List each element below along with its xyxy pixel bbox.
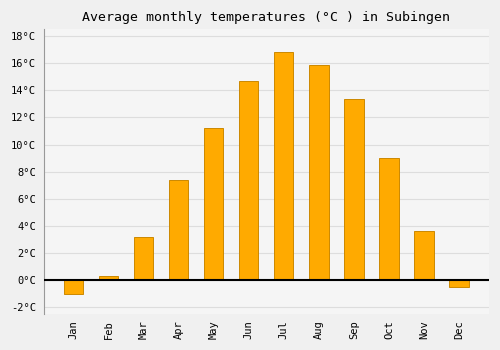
Bar <box>169 180 188 280</box>
Bar <box>134 237 154 280</box>
Bar <box>99 276 118 280</box>
Bar <box>309 65 328 280</box>
Bar <box>380 158 398 280</box>
Bar <box>239 81 258 280</box>
Title: Average monthly temperatures (°C ) in Subingen: Average monthly temperatures (°C ) in Su… <box>82 11 450 24</box>
Bar <box>274 52 293 280</box>
Bar <box>64 280 84 294</box>
Bar <box>450 280 468 287</box>
Bar <box>414 231 434 280</box>
Bar <box>344 98 364 280</box>
Bar <box>204 128 224 280</box>
